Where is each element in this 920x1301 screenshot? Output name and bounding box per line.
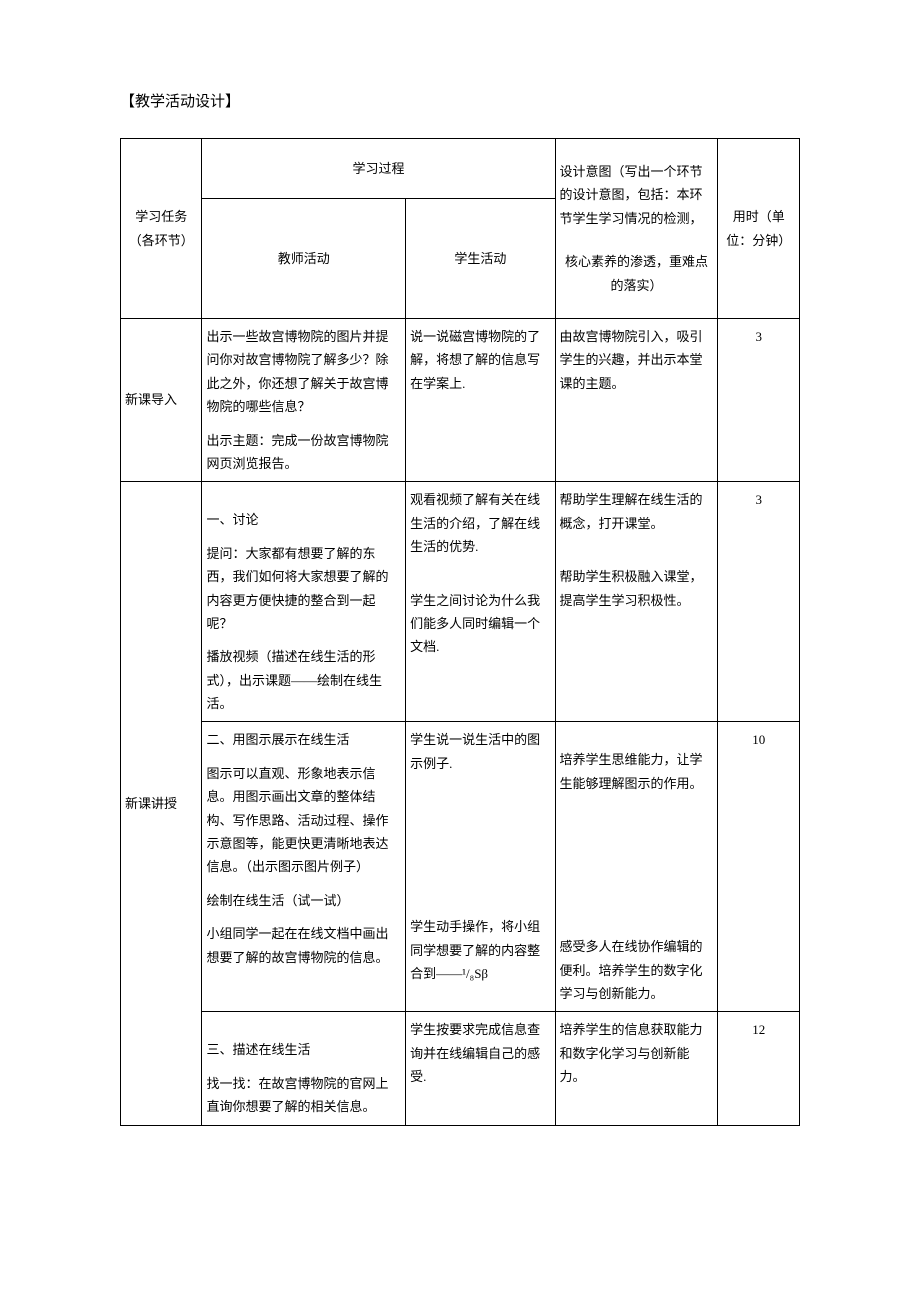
intent-teach-1: 帮助学生理解在线生活的概念，打开课堂。 帮助学生积极融入课堂，提高学生学习积极性…: [555, 482, 718, 722]
time-teach-2: 10: [718, 722, 800, 1012]
teacher-intro-p2: 出示主题：完成一份故宫博物院网页浏览报告。: [206, 429, 401, 476]
teacher-teach-2-p4: 小组同学一起在在线文档中画出想要了解的故宫博物院的信息。: [206, 922, 401, 969]
student-teach-3: 学生按要求完成信息查询并在线编辑自己的感受.: [406, 1012, 555, 1125]
header-process: 学习过程: [202, 139, 555, 199]
student-intro-p1: 说一说磁宫博物院的了解，将想了解的信息写在学案上.: [410, 325, 550, 395]
teacher-teach-3-p2: 找一找：在故宫博物院的官网上直询你想要了解的相关信息。: [206, 1072, 401, 1119]
intent-teach-1-b1: 帮助学生理解在线生活的概念，打开课堂。: [560, 488, 714, 535]
header-student: 学生活动: [406, 199, 555, 319]
intent-teach-3-b1: 培养学生的信息获取能力和数字化学习与创新能力。: [560, 1018, 714, 1088]
intent-teach-2-b1: 培养学生思维能力，让学生能够理解图示的作用。: [560, 748, 714, 795]
header-row-1: 学习任务（各环节） 学习过程 设计意图（写出一个环节的设计意图，包括：本环节学生…: [121, 139, 800, 199]
teacher-teach-2-p1: 二、用图示展示在线生活: [206, 728, 401, 751]
lesson-table: 学习任务（各环节） 学习过程 设计意图（写出一个环节的设计意图，包括：本环节学生…: [120, 138, 800, 1126]
teacher-teach-2-p3: 绘制在线生活（试一试）: [206, 889, 401, 912]
row-teach-3: 三、描述在线生活 找一找：在故宫博物院的官网上直询你想要了解的相关信息。 学生按…: [121, 1012, 800, 1125]
student-teach-1: 观看视频了解有关在线生活的介绍，了解在线生活的优势. 学生之间讨论为什么我们能多…: [406, 482, 555, 722]
teacher-teach-3: 三、描述在线生活 找一找：在故宫博物院的官网上直询你想要了解的相关信息。: [202, 1012, 406, 1125]
row-intro: 新课导入 出示一些故宫博物院的图片并提问你对故宫博物院了解多少？除此之外，你还想…: [121, 319, 800, 482]
header-intent: 设计意图（写出一个环节的设计意图，包括：本环节学生学习情况的检测， 核心素养的渗…: [555, 139, 718, 319]
task-teach: 新课讲授: [121, 482, 202, 1125]
teacher-teach-2-p2: 图示可以直观、形象地表示信息。用图示画出文章的整体结构、写作思路、活动过程、操作…: [206, 762, 401, 879]
teacher-intro-p1: 出示一些故宫博物院的图片并提问你对故宫博物院了解多少？除此之外，你还想了解关于故…: [206, 325, 401, 419]
intent-teach-1-b2: 帮助学生积极融入课堂，提高学生学习积极性。: [560, 565, 714, 612]
time-intro: 3: [718, 319, 800, 482]
teacher-teach-1-p1: 一、讨论: [206, 508, 401, 531]
teacher-teach-1: 一、讨论 提问：大家都有想要了解的东西，我们如何将大家想要了解的内容更方便快捷的…: [202, 482, 406, 722]
header-teacher: 教师活动: [202, 199, 406, 319]
intent-teach-3: 培养学生的信息获取能力和数字化学习与创新能力。: [555, 1012, 718, 1125]
section-heading: 【教学活动设计】: [120, 90, 800, 114]
student-teach-2-b2: 学生动手操作，将小组同学想要了解的内容整合到——¹/₈Sβ: [410, 915, 550, 985]
student-teach-1-b2: 学生之间讨论为什么我们能多人同时编辑一个文档.: [410, 589, 550, 659]
student-intro: 说一说磁宫博物院的了解，将想了解的信息写在学案上.: [406, 319, 555, 482]
time-teach-3: 12: [718, 1012, 800, 1125]
intent-intro: 由故宫博物院引入，吸引学生的兴趣，并出示本堂课的主题。: [555, 319, 718, 482]
teacher-teach-1-p3: 播放视频（描述在线生活的形式），出示课题——绘制在线生活。: [206, 645, 401, 715]
time-teach-1: 3: [718, 482, 800, 722]
student-teach-2-b1: 学生说一说生活中的图示例子.: [410, 728, 550, 775]
student-teach-2: 学生说一说生活中的图示例子. 学生动手操作，将小组同学想要了解的内容整合到——¹…: [406, 722, 555, 1012]
teacher-teach-3-p1: 三、描述在线生活: [206, 1038, 401, 1061]
teacher-teach-2: 二、用图示展示在线生活 图示可以直观、形象地表示信息。用图示画出文章的整体结构、…: [202, 722, 406, 1012]
teacher-teach-1-p2: 提问：大家都有想要了解的东西，我们如何将大家想要了解的内容更方便快捷的整合到一起…: [206, 542, 401, 636]
header-intent-line1: 设计意图（写出一个环节的设计意图，包括：本环节学生学习情况的检测，: [560, 160, 714, 230]
header-task: 学习任务（各环节）: [121, 139, 202, 319]
task-intro: 新课导入: [121, 319, 202, 482]
teacher-intro: 出示一些故宫博物院的图片并提问你对故宫博物院了解多少？除此之外，你还想了解关于故…: [202, 319, 406, 482]
row-teach-1: 新课讲授 一、讨论 提问：大家都有想要了解的东西，我们如何将大家想要了解的内容更…: [121, 482, 800, 722]
row-teach-2: 二、用图示展示在线生活 图示可以直观、形象地表示信息。用图示画出文章的整体结构、…: [121, 722, 800, 1012]
intent-teach-2: 培养学生思维能力，让学生能够理解图示的作用。 感受多人在线协作编辑的便利。培养学…: [555, 722, 718, 1012]
intent-intro-p1: 由故宫博物院引入，吸引学生的兴趣，并出示本堂课的主题。: [560, 325, 714, 395]
student-teach-1-b1: 观看视频了解有关在线生活的介绍，了解在线生活的优势.: [410, 488, 550, 558]
intent-teach-2-b2: 感受多人在线协作编辑的便利。培养学生的数字化学习与创新能力。: [560, 935, 714, 1005]
student-teach-3-b1: 学生按要求完成信息查询并在线编辑自己的感受.: [410, 1018, 550, 1088]
header-time: 用时（单位：分钟）: [718, 139, 800, 319]
header-intent-line2: 核心素养的渗透，重难点的落实）: [560, 250, 714, 297]
